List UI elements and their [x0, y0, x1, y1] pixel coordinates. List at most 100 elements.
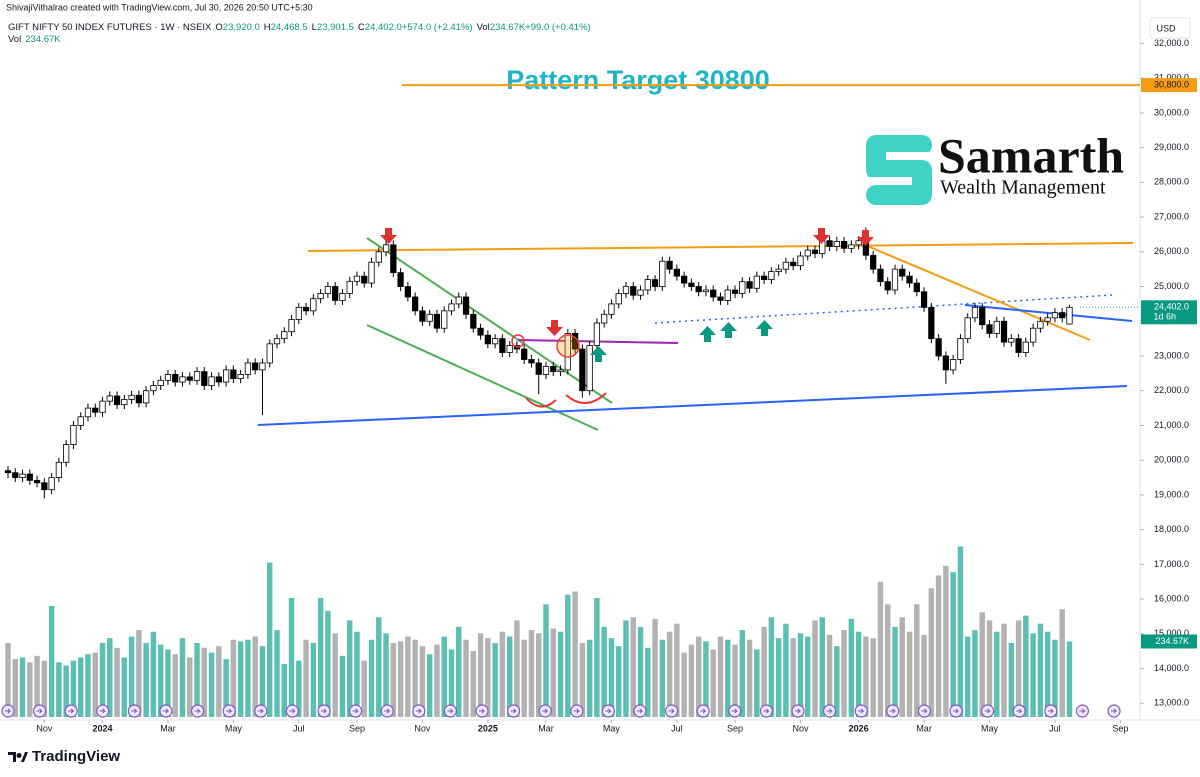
- event-icon-glyph: [731, 708, 739, 714]
- volume-bar: [623, 620, 629, 717]
- volume-bar: [448, 649, 455, 717]
- candle-body: [942, 355, 950, 371]
- volume-bar: [361, 660, 367, 717]
- candle-body: [506, 345, 513, 353]
- candle-body: [593, 322, 601, 346]
- volume-bar: [994, 631, 1000, 717]
- volume-bar: [390, 642, 397, 717]
- event-icon-glyph: [889, 708, 897, 714]
- volume-bar: [165, 649, 171, 717]
- candle-body: [426, 313, 433, 322]
- candle-body: [63, 444, 70, 463]
- volume-bar: [1044, 631, 1051, 717]
- y-tick-label: 32,000.0: [1154, 38, 1189, 48]
- volume-bar: [870, 638, 876, 717]
- logo-gap: [886, 152, 932, 158]
- volume-bar: [77, 657, 84, 717]
- candle-body: [230, 369, 237, 379]
- x-tick-label: Jul: [1049, 723, 1061, 733]
- event-icon-glyph: [700, 708, 707, 714]
- volume-bar: [884, 604, 891, 717]
- candle-body: [215, 376, 222, 383]
- volume-bar: [652, 618, 658, 717]
- candle-body: [92, 407, 99, 413]
- volume-bar: [645, 647, 651, 717]
- candle-body: [579, 348, 586, 392]
- volume-bar: [201, 647, 208, 717]
- candle-body: [172, 374, 179, 383]
- volume-bar: [914, 604, 920, 717]
- volume-bar: [223, 659, 229, 717]
- candle-body: [222, 369, 230, 383]
- footer: TradingView: [32, 748, 120, 765]
- candle-body: [157, 379, 164, 386]
- candle-body: [695, 286, 702, 293]
- candle-body: [630, 286, 637, 296]
- candle-body: [302, 306, 310, 312]
- candle-body: [237, 374, 244, 379]
- volume-bar: [303, 639, 309, 717]
- volume-bar: [586, 639, 593, 717]
- x-tick-label: 2024: [92, 723, 112, 733]
- candle-body: [891, 268, 899, 291]
- event-icon-glyph: [921, 708, 928, 714]
- volume-bar: [179, 638, 186, 717]
- volume-bar: [768, 617, 775, 717]
- logo-shape: [866, 147, 886, 169]
- volume-bar: [557, 631, 564, 717]
- candle-body: [637, 289, 644, 296]
- candle-body: [731, 289, 739, 294]
- candle-body: [84, 407, 92, 418]
- volume-bar: [1052, 639, 1058, 717]
- volume-bar: [957, 546, 964, 717]
- event-icons: [1, 704, 1121, 718]
- volume-bar: [485, 638, 491, 717]
- candle-body: [353, 275, 361, 282]
- last-price-label: 24,402.0: [1154, 302, 1189, 312]
- bottom-arc: [565, 392, 607, 404]
- candle-body: [346, 280, 353, 294]
- event-icon-glyph: [795, 708, 802, 714]
- candle-body: [281, 331, 288, 340]
- x-tick-label: Jul: [671, 723, 683, 733]
- candle-body: [535, 362, 542, 375]
- volume-bar: [666, 631, 673, 717]
- circle-marker: [556, 334, 580, 358]
- quote-value: +574.0 (+2.41%): [402, 22, 473, 33]
- candle-body: [673, 268, 681, 277]
- volume-bar: [1023, 615, 1029, 717]
- candle-body: [688, 282, 695, 287]
- candle-body: [1015, 338, 1022, 353]
- volume-bar: [114, 647, 120, 717]
- candle-body: [659, 260, 666, 287]
- tv-icon: [8, 752, 28, 762]
- candle-body: [252, 362, 259, 371]
- candle-body: [601, 313, 608, 324]
- volume-bar: [412, 639, 418, 717]
- x-tick-label: Nov: [36, 723, 53, 733]
- candle-body: [484, 334, 491, 345]
- event-icon-glyph: [131, 708, 138, 714]
- down-arrow: [813, 228, 830, 244]
- volume-bar: [783, 623, 789, 717]
- volume-bar: [288, 597, 295, 717]
- last-price-box: [1141, 300, 1197, 325]
- candle-body: [361, 275, 368, 284]
- candle-body: [259, 362, 266, 371]
- volume-bar: [274, 630, 280, 717]
- volume-bar: [943, 565, 949, 717]
- volume-bar: [608, 638, 615, 717]
- candle-body: [99, 400, 106, 413]
- candle-body: [310, 298, 317, 312]
- candle-body: [1059, 312, 1066, 319]
- candle-body: [41, 482, 48, 491]
- event-icon-glyph: [447, 708, 454, 714]
- candle-body: [848, 244, 855, 249]
- event-icon-glyph: [68, 708, 75, 714]
- candle-body: [208, 376, 215, 386]
- event-icon-glyph: [573, 708, 581, 714]
- candle-body: [746, 281, 753, 289]
- support-line: [257, 385, 1128, 426]
- candle-body: [811, 249, 819, 254]
- short-trend: [964, 304, 1133, 322]
